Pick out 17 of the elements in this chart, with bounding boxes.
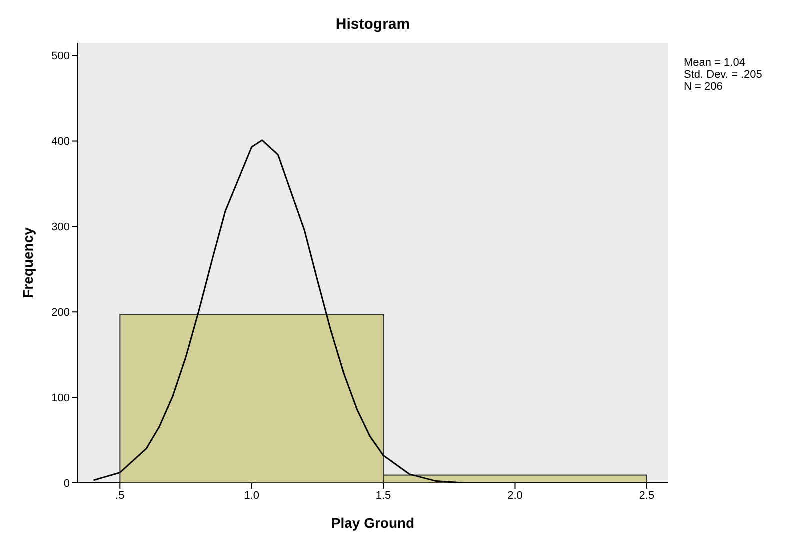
y-tick-label: 0 (64, 478, 70, 490)
x-axis-title: Play Ground (331, 515, 415, 531)
text: Std. Dev. = .205 (684, 69, 762, 81)
text: N = 206 (684, 81, 724, 93)
y-tick-label: 200 (52, 307, 70, 320)
x-tick-label: .5 (116, 490, 125, 502)
y-axis-title: Frequency (20, 227, 36, 298)
x-tick-label: 2.0 (508, 490, 523, 502)
text: Mean = 1.04 (684, 57, 746, 69)
y-tick-label: 100 (52, 392, 70, 404)
chart-title: Histogram (334, 16, 412, 33)
y-tick-label: 500 (52, 50, 70, 63)
y-tick-label: 300 (52, 222, 70, 234)
x-tick-label: 2.5 (639, 490, 655, 502)
x-tick-label: 1.0 (244, 490, 260, 502)
y-tick-label: 400 (52, 136, 70, 148)
x-tick-label: 1.5 (376, 490, 392, 502)
